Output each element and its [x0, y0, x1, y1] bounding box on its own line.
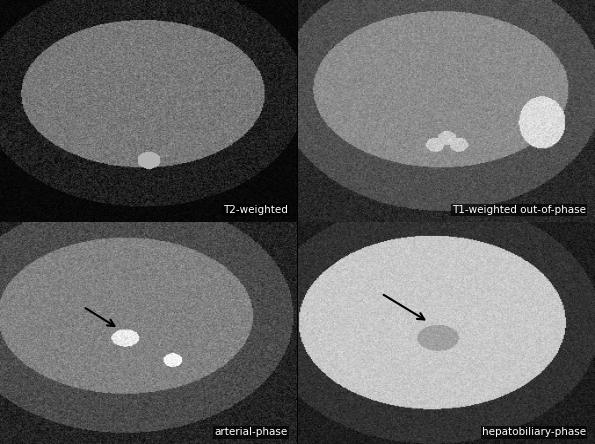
Text: arterial-phase: arterial-phase [215, 428, 288, 437]
Text: T2-weighted: T2-weighted [223, 205, 288, 215]
Text: T1-weighted out-of-phase: T1-weighted out-of-phase [452, 205, 586, 215]
Text: hepatobiliary-phase: hepatobiliary-phase [482, 428, 586, 437]
